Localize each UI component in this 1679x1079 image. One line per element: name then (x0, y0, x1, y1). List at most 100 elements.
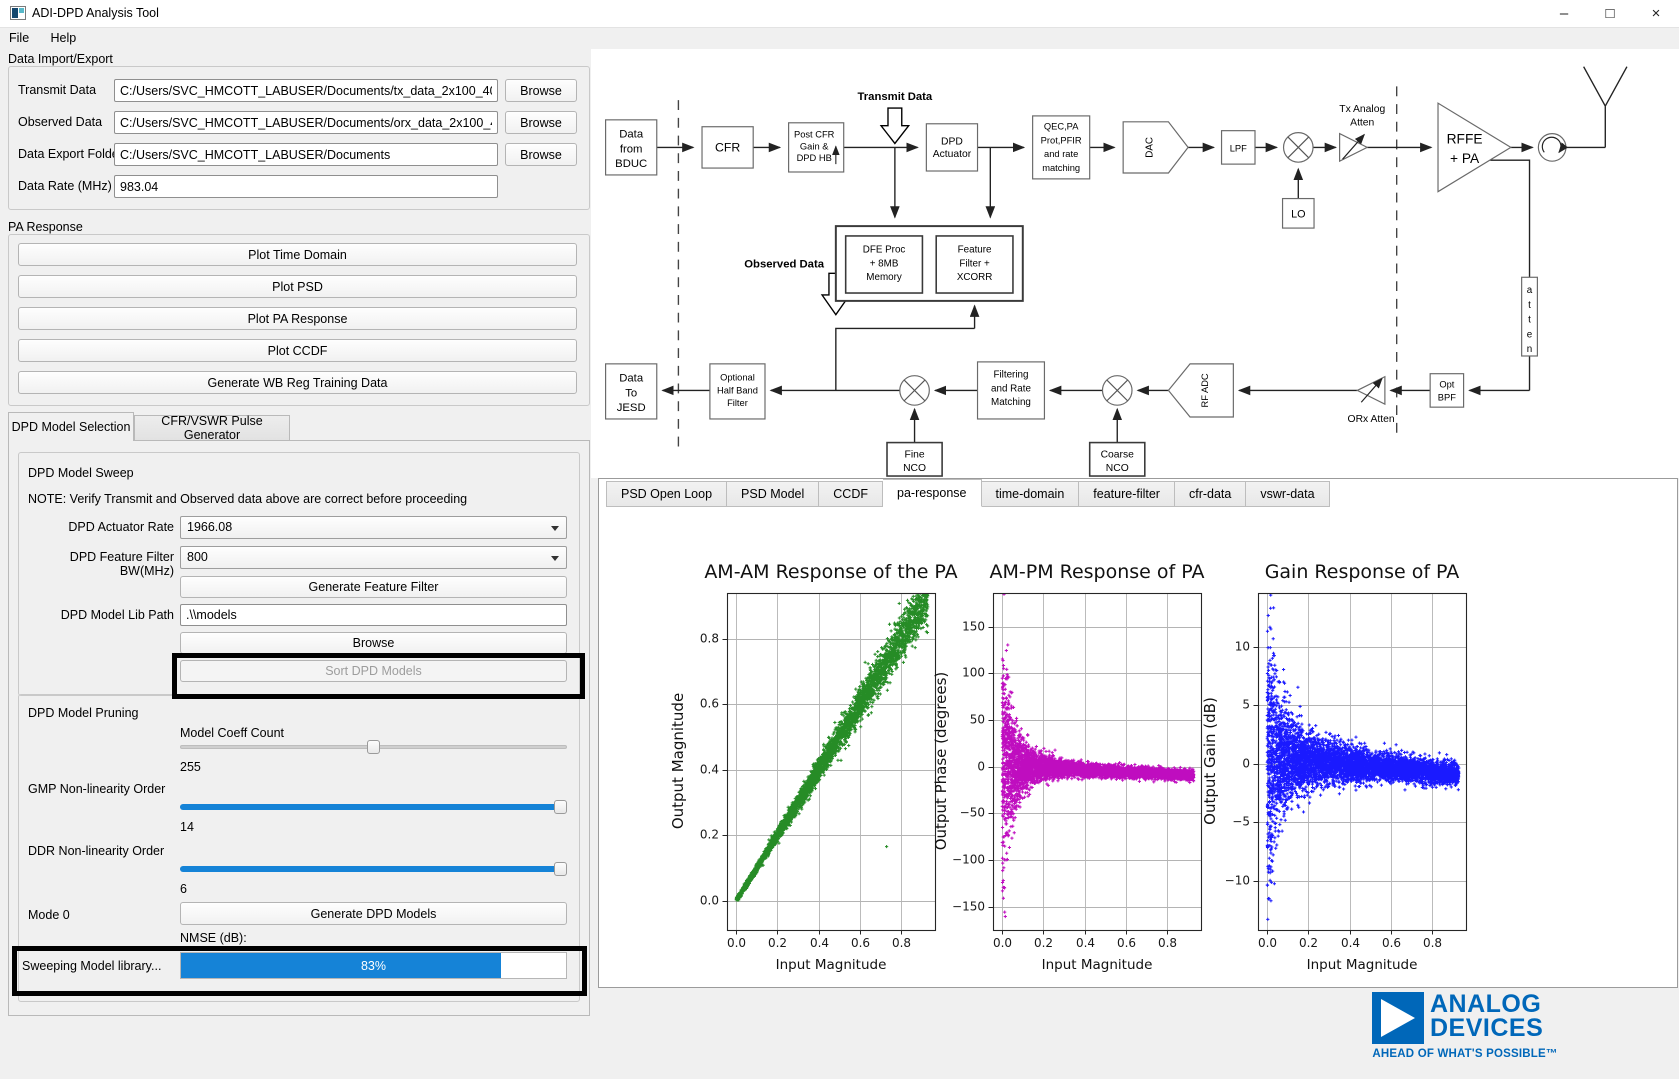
gmp-order-value: 14 (180, 820, 194, 834)
svg-text:DFE Proc: DFE Proc (863, 245, 906, 256)
coeff-count-slider[interactable] (180, 740, 567, 754)
svg-text:t: t (1528, 315, 1531, 326)
svg-text:and rate: and rate (1044, 149, 1078, 159)
svg-text:Filter +: Filter + (959, 258, 990, 269)
lib-path-input[interactable] (180, 604, 567, 626)
plot-ccdf-button[interactable]: Plot CCDF (18, 339, 577, 362)
maximize-button[interactable]: □ (1605, 5, 1615, 22)
coeff-count-value: 255 (180, 760, 201, 774)
model-sweep-note: NOTE: Verify Transmit and Observed data … (28, 492, 468, 506)
data-rate-input[interactable] (114, 175, 498, 198)
svg-text:Data: Data (619, 129, 644, 141)
mode-label: Mode 0 (28, 908, 70, 922)
svg-text:BPF: BPF (1438, 392, 1456, 402)
slider-handle[interactable] (366, 740, 380, 754)
tab-vswr-data[interactable]: vswr-data (1246, 481, 1330, 507)
lib-browse-button[interactable]: Browse (180, 632, 567, 654)
progress-fill (181, 953, 501, 978)
svg-text:CFR: CFR (715, 140, 740, 154)
svg-text:DPD HB: DPD HB (797, 153, 832, 163)
am-pm-ylabel: Output Phase (degrees) (932, 671, 950, 851)
chevron-down-icon (551, 526, 559, 531)
slider-handle[interactable] (554, 800, 567, 814)
svg-text:Matching: Matching (991, 397, 1031, 408)
half-band-filter-block: Optional Half Band Filter (717, 373, 758, 409)
rffe-pa-block: RFFE + PA (1447, 131, 1483, 166)
progress-highlight (12, 946, 587, 996)
tab-psd-open-loop[interactable]: PSD Open Loop (606, 481, 728, 507)
sweeping-status-label: Sweeping Model library... (22, 959, 162, 973)
logo-tagline: AHEAD OF WHAT'S POSSIBLE™ (1372, 1048, 1558, 1060)
slider-fill (180, 866, 567, 872)
tab-ccdf[interactable]: CCDF (819, 481, 883, 507)
feature-bw-combo[interactable]: 800 (180, 546, 567, 569)
filtering-block: Filtering and Rate Matching (991, 370, 1031, 409)
tab-feature-filter[interactable]: feature-filter (1079, 481, 1175, 507)
dpd-actuator-block: DPD Actuator (933, 136, 972, 160)
transmit-data-label: Transmit Data (18, 83, 97, 97)
generate-feature-filter-button[interactable]: Generate Feature Filter (180, 576, 567, 598)
plot-psd-button[interactable]: Plot PSD (18, 275, 577, 298)
tab-psd-model[interactable]: PSD Model (727, 481, 820, 507)
signal-chain-diagram-area: Transmit Data Observed Data (591, 49, 1679, 478)
close-button[interactable]: × (1651, 5, 1661, 22)
lo-block: LO (1291, 208, 1305, 220)
observed-browse-button[interactable]: Browse (505, 111, 577, 134)
gmp-order-slider[interactable] (180, 800, 567, 814)
tab-cfr-vswr-generator[interactable]: CFR/VSWR Pulse Generator (134, 414, 290, 442)
svg-text:LO: LO (1291, 208, 1305, 220)
observed-data-label: Observed Data (18, 115, 103, 129)
pruning-section-label: DPD Model Pruning (28, 706, 139, 720)
gmp-order-label: GMP Non-linearity Order (28, 782, 166, 796)
ddr-order-slider[interactable] (180, 862, 567, 876)
plot-time-domain-button[interactable]: Plot Time Domain (18, 243, 577, 266)
svg-text:from: from (620, 143, 643, 155)
svg-text:XCORR: XCORR (957, 272, 993, 283)
menu-file[interactable]: File (9, 31, 30, 45)
sort-dpd-models-button[interactable]: Sort DPD Models (180, 660, 567, 682)
svg-text:DPD: DPD (941, 136, 963, 147)
tab-pa-response[interactable]: pa-response (883, 479, 982, 507)
logo-line2: DEVICES (1430, 1014, 1544, 1042)
qec-block: QEC,PA Prot,PFIR and rate matching (1041, 122, 1082, 173)
export-folder-input[interactable] (114, 143, 498, 166)
svg-text:DAC: DAC (1145, 137, 1156, 158)
gain-plot-title: Gain Response of PA (1264, 561, 1460, 583)
svg-text:Prot,PFIR: Prot,PFIR (1041, 135, 1082, 145)
lib-path-label: DPD Model Lib Path (60, 608, 174, 622)
svg-text:Tx Analog: Tx Analog (1339, 104, 1385, 115)
plot-pa-response-button[interactable]: Plot PA Response (18, 307, 577, 330)
generate-wb-reg-button[interactable]: Generate WB Reg Training Data (18, 371, 577, 394)
am-am-xlabel: Input Magnitude (775, 957, 887, 973)
svg-text:JESD: JESD (617, 402, 646, 414)
window-title: ADI-DPD Analysis Tool (32, 6, 159, 20)
export-browse-button[interactable]: Browse (505, 143, 577, 166)
svg-text:Opt: Opt (1439, 379, 1454, 389)
bduc-block: Data from BDUC (615, 129, 647, 171)
tx-atten-label: Tx Analog Atten (1339, 104, 1385, 129)
dfe-proc-block: DFE Proc + 8MB Memory (863, 245, 906, 284)
minimize-button[interactable]: – (1559, 5, 1569, 22)
tab-time-domain[interactable]: time-domain (981, 481, 1080, 507)
svg-text:a: a (1527, 285, 1533, 296)
sweep-progress-bar: 83% (180, 952, 567, 979)
svg-text:Fine: Fine (905, 449, 925, 460)
slider-handle[interactable] (554, 862, 567, 876)
actuator-rate-combo[interactable]: 1966.08 (180, 516, 567, 539)
menu-help[interactable]: Help (50, 31, 77, 45)
generate-dpd-models-button[interactable]: Generate DPD Models (180, 902, 567, 925)
transmit-data-input[interactable] (114, 79, 498, 102)
tab-cfr-data[interactable]: cfr-data (1174, 481, 1247, 507)
observed-data-arrow: Observed Data (744, 258, 851, 316)
pa-response-charts-canvas (599, 507, 1677, 987)
svg-text:Filter: Filter (727, 398, 748, 408)
data-rate-label: Data Rate (MHz) (18, 179, 112, 193)
svg-text:LPF: LPF (1230, 143, 1247, 153)
lpf-block: LPF (1230, 143, 1247, 153)
dac-block: DAC (1145, 137, 1156, 158)
tab-dpd-model-selection[interactable]: DPD Model Selection (8, 412, 134, 441)
transmit-browse-button[interactable]: Browse (505, 79, 577, 102)
svg-text:t: t (1528, 300, 1531, 311)
menu-bar: File Help (0, 28, 1679, 49)
observed-data-input[interactable] (114, 111, 498, 134)
